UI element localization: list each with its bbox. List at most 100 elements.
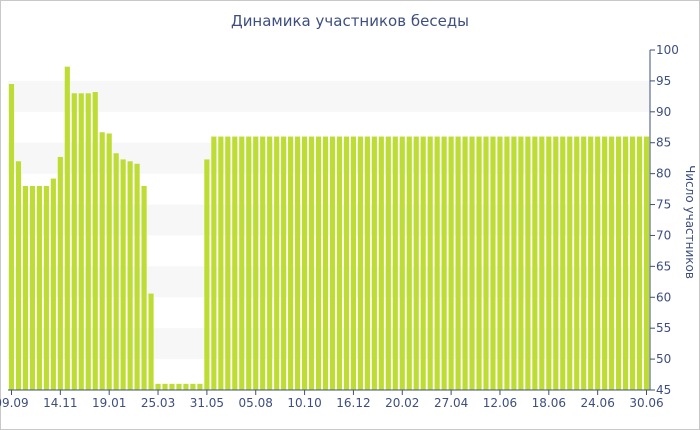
y-tick-label: 50	[656, 352, 671, 366]
bar	[616, 136, 622, 390]
x-tick-label: 31.05	[190, 396, 224, 410]
y-axis-label: Число участников	[683, 165, 697, 279]
bar	[134, 163, 140, 390]
bar	[560, 136, 566, 390]
bar	[64, 66, 70, 390]
x-tick-label: 19.01	[92, 396, 126, 410]
bar	[232, 136, 238, 390]
bar	[413, 136, 419, 390]
bar	[643, 136, 650, 390]
bar	[469, 136, 475, 390]
bar	[504, 136, 510, 390]
y-tick-label: 90	[656, 105, 671, 119]
x-tick-labels: 09.09 14.11 19.01 25.03 31.05 05.08 10.10 16.12…	[0, 396, 664, 410]
bar	[57, 156, 63, 390]
bar	[441, 136, 447, 390]
bar	[50, 178, 56, 390]
bar	[427, 136, 433, 390]
bar	[420, 136, 426, 390]
y-tick-label: 65	[656, 259, 671, 273]
bar	[476, 136, 482, 390]
bar	[567, 136, 573, 390]
bar	[155, 383, 161, 390]
bar	[329, 136, 336, 390]
bar	[392, 136, 398, 390]
bar	[92, 92, 98, 390]
bar	[71, 93, 77, 390]
bar	[288, 136, 294, 390]
bar	[281, 136, 287, 390]
bar	[148, 293, 154, 390]
x-tick-label: 16.12	[336, 396, 370, 410]
bar	[448, 136, 454, 390]
bar	[455, 136, 461, 390]
axes	[8, 49, 655, 395]
bar	[539, 136, 545, 390]
y-tick-label: 45	[656, 383, 671, 397]
bar	[336, 136, 343, 390]
bar	[85, 93, 91, 390]
x-tick-label: 10.10	[287, 396, 321, 410]
bar	[546, 136, 552, 390]
bar	[371, 136, 377, 390]
bar	[385, 136, 391, 390]
x-tick-label: 09.09	[0, 396, 29, 410]
y-tick-label: 60	[656, 290, 671, 304]
bar	[29, 186, 36, 390]
bar	[15, 161, 22, 390]
grid-band	[8, 80, 650, 112]
bar	[106, 133, 112, 391]
bar	[253, 136, 259, 390]
bar	[211, 136, 217, 390]
bar	[218, 136, 224, 390]
bar	[574, 136, 580, 390]
bar	[141, 186, 147, 390]
bar	[315, 136, 322, 390]
y-tick-label: 80	[656, 167, 671, 181]
x-tick-label: 05.08	[239, 396, 273, 410]
bar	[525, 136, 531, 390]
bar	[274, 136, 280, 390]
y-tick-label: 75	[656, 198, 671, 212]
x-tick-label: 30.06	[629, 396, 663, 410]
y-tick-label: 85	[656, 136, 671, 150]
bar	[553, 136, 559, 390]
bar	[588, 136, 594, 390]
bar	[462, 136, 468, 390]
chart-title: Динамика участников беседы	[230, 12, 470, 30]
bar	[511, 136, 517, 390]
bar	[190, 383, 196, 390]
bar	[490, 136, 496, 390]
bar	[99, 132, 105, 390]
bar	[295, 136, 301, 390]
x-tick-label: 14.11	[43, 396, 77, 410]
bar	[595, 136, 601, 390]
y-tick-label: 95	[656, 74, 671, 88]
bar	[301, 136, 308, 390]
bar	[127, 161, 133, 390]
bars	[8, 66, 650, 391]
bar	[113, 153, 119, 390]
bar	[343, 136, 350, 390]
bar	[364, 136, 370, 390]
bar	[183, 383, 189, 390]
bar	[406, 136, 412, 390]
bar	[622, 136, 629, 390]
x-tick-label: 20.02	[385, 396, 419, 410]
bar	[483, 136, 489, 390]
x-tick-label: 18.06	[532, 396, 566, 410]
bar	[609, 136, 615, 390]
bar	[246, 136, 252, 390]
bar	[518, 136, 524, 390]
y-tick-label: 70	[656, 228, 671, 242]
bar	[322, 136, 329, 390]
y-tick-label: 55	[656, 321, 671, 335]
bar	[162, 383, 168, 390]
bar	[225, 136, 231, 390]
bar	[43, 186, 49, 390]
bar	[22, 186, 29, 390]
bar	[357, 136, 363, 390]
bar	[239, 136, 245, 390]
bar	[629, 136, 636, 390]
